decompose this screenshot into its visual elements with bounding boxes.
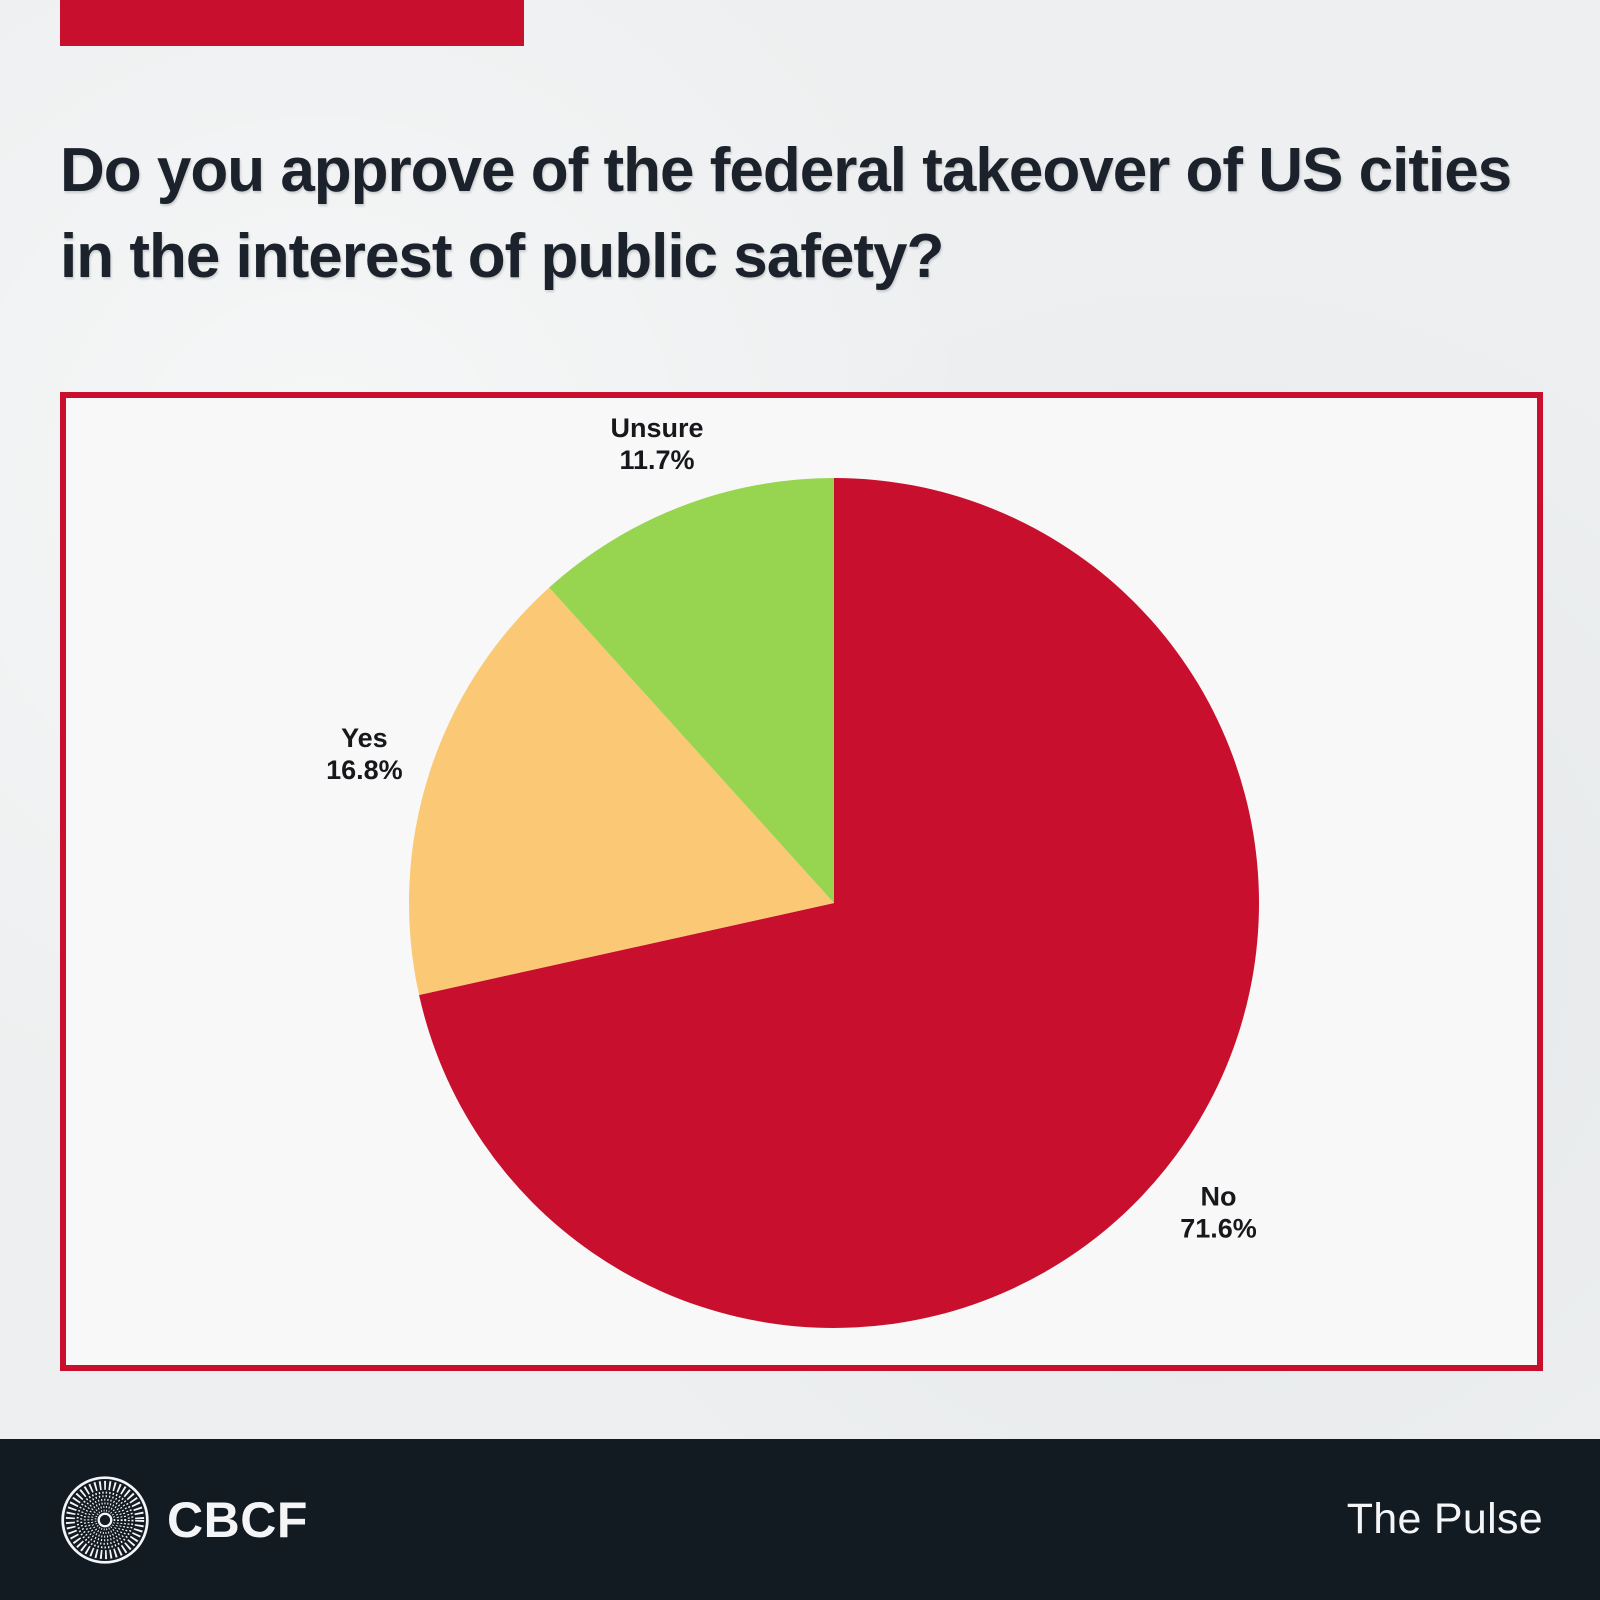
pie-label-unsure-name: Unsure: [610, 413, 703, 443]
pie-slice-unsure: [549, 478, 834, 903]
footer: CBCF The Pulse: [0, 1439, 1600, 1600]
footer-brand: CBCF: [60, 1475, 308, 1565]
pie-label-no-pct: 71.6%: [1180, 1214, 1257, 1244]
pie-label-unsure-pct: 11.7%: [619, 445, 694, 475]
pie-label-yes-pct: 16.8%: [326, 755, 403, 785]
pie-label-yes-name: Yes: [341, 723, 388, 753]
page-title: Do you approve of the federal takeover o…: [60, 136, 1512, 291]
accent-bar: [60, 0, 524, 46]
pie-slice-no: [419, 478, 1259, 1328]
brand-name: CBCF: [167, 1491, 308, 1548]
pie-slice-yes: [408, 587, 834, 995]
footer-wordmark: The Pulse: [1346, 1495, 1543, 1543]
pie-label-no-name: No: [1201, 1182, 1237, 1212]
chart-panel: No 71.6% Yes 16.8% Unsure 11.7%: [60, 392, 1543, 1371]
cbcf-seal-icon: [61, 1475, 149, 1564]
